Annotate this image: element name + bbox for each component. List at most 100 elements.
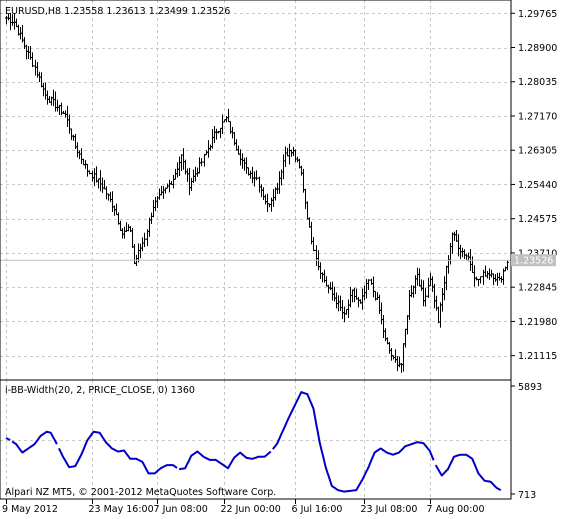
indicator-axis: 5893 713 <box>511 382 542 501</box>
ohlc-bar <box>437 306 440 324</box>
ohlc-bar <box>162 186 165 199</box>
ohlc-bar <box>143 232 146 248</box>
symbol-label: EURUSD,H8 1.23558 1.23613 1.23499 1.2352… <box>5 6 230 17</box>
ohlc-bar <box>351 289 354 303</box>
ohlc-bar <box>203 153 206 167</box>
ohlc-bar <box>174 168 177 180</box>
ohlc-bar <box>321 272 324 283</box>
ohlc-bar <box>418 268 421 287</box>
ohlc-bar <box>341 299 344 320</box>
ohlc-bar <box>131 227 134 248</box>
ohlc-bar <box>266 193 269 213</box>
ohlc-bar <box>31 52 34 68</box>
ohlc-bar <box>473 265 476 287</box>
ohlc-bar <box>42 82 45 97</box>
ohlc-bar <box>288 143 291 165</box>
time-axis: 9 May 2012 23 May 16:00 7 Jun 08:00 22 Jun … <box>2 499 485 515</box>
ohlc-bar <box>264 194 267 205</box>
ohlc-bar <box>133 243 136 265</box>
ohlc-bar <box>343 306 346 323</box>
ohlc-bar <box>420 279 423 291</box>
ohlc-bar <box>396 356 399 372</box>
ohlc-bar <box>93 168 96 187</box>
price-tick-label: 1.25440 <box>518 180 557 191</box>
ohlc-bar <box>150 212 153 224</box>
copyright-text: Alpari NZ MT5, © 2001-2012 MetaQuotes So… <box>5 487 276 498</box>
ohlc-bar <box>304 188 307 209</box>
ohlc-bar <box>225 116 228 123</box>
ohlc-bar <box>496 272 499 286</box>
ohlc-bar <box>137 243 140 263</box>
ohlc-bar <box>315 245 318 266</box>
ohlc-bar <box>105 186 108 200</box>
ohlc-bar <box>382 315 385 338</box>
price-tick-label: 1.28035 <box>518 77 557 88</box>
ohlc-bar <box>88 170 91 175</box>
ohlc-bar <box>182 148 185 170</box>
ohlc-bar <box>310 221 313 245</box>
bb-width-segment <box>5 437 11 441</box>
ohlc-bar <box>270 197 273 212</box>
ohlc-bar <box>52 89 55 107</box>
current-price-badge: 1.23526 <box>511 254 556 267</box>
indicator-pane-frame <box>0 379 512 500</box>
ohlc-bar <box>479 276 482 284</box>
ohlc-bar <box>345 308 348 315</box>
ohlc-bar <box>213 125 216 143</box>
ohlc-bar <box>384 328 387 342</box>
price-tick-label: 1.21980 <box>518 317 557 328</box>
current-price-text: 1.23526 <box>514 256 553 267</box>
ohlc-bar <box>221 114 224 135</box>
ohlc-bar <box>178 156 181 176</box>
ohlc-bar <box>278 171 281 194</box>
ohlc-bar <box>107 193 110 201</box>
ohlc-bar <box>365 278 368 299</box>
ohlc-bar <box>319 262 322 280</box>
ohlc-bar <box>168 179 171 193</box>
ohlc-bar <box>335 292 338 309</box>
time-tick-label: 23 May 16:00 <box>89 504 154 515</box>
ohlc-bar <box>463 249 466 259</box>
ohlc-bar <box>172 175 175 189</box>
ohlc-bar <box>455 230 458 242</box>
ohlc-bar <box>188 167 191 196</box>
ohlc-bar <box>262 187 265 201</box>
indicator-max-label: 5893 <box>518 382 542 393</box>
bb-width-segment <box>178 450 272 471</box>
ohlc-bar <box>282 154 285 180</box>
ohlc-bar <box>78 150 81 160</box>
ohlc-bar <box>109 191 112 203</box>
price-tick-label: 1.26305 <box>518 146 557 157</box>
ohlc-bar <box>70 128 73 141</box>
ohlc-bar <box>416 267 419 286</box>
ohlc-bar <box>414 275 417 295</box>
ohlc-bar <box>488 268 491 280</box>
ohlc-bar <box>461 247 464 258</box>
price-bars <box>5 12 509 373</box>
ohlc-bar <box>91 170 94 182</box>
ohlc-bar <box>25 44 28 60</box>
time-tick-label: 23 Jul 08:00 <box>361 504 418 515</box>
ohlc-bar <box>398 356 401 368</box>
ohlc-bar <box>353 287 356 303</box>
time-tick-label: 9 May 2012 <box>2 504 58 515</box>
ohlc-bar <box>235 139 238 151</box>
ohlc-bar <box>506 260 509 271</box>
bb-width-segment <box>11 430 58 454</box>
ohlc-bar <box>241 153 244 169</box>
ohlc-bar <box>56 99 59 112</box>
ohlc-bar <box>431 276 434 292</box>
ohlc-bar <box>422 280 425 307</box>
ohlc-bar <box>372 276 375 298</box>
ohlc-bar <box>477 278 480 287</box>
ohlc-bar <box>355 288 358 300</box>
ohlc-bar <box>239 149 242 166</box>
bb-width-line <box>5 391 502 493</box>
ohlc-bar <box>339 295 342 312</box>
ohlc-bar <box>475 276 478 281</box>
ohlc-bar <box>160 185 163 196</box>
ohlc-bar <box>504 266 507 272</box>
ohlc-bar <box>471 256 474 274</box>
ohlc-bar <box>243 157 246 171</box>
ohlc-bar <box>445 265 448 291</box>
